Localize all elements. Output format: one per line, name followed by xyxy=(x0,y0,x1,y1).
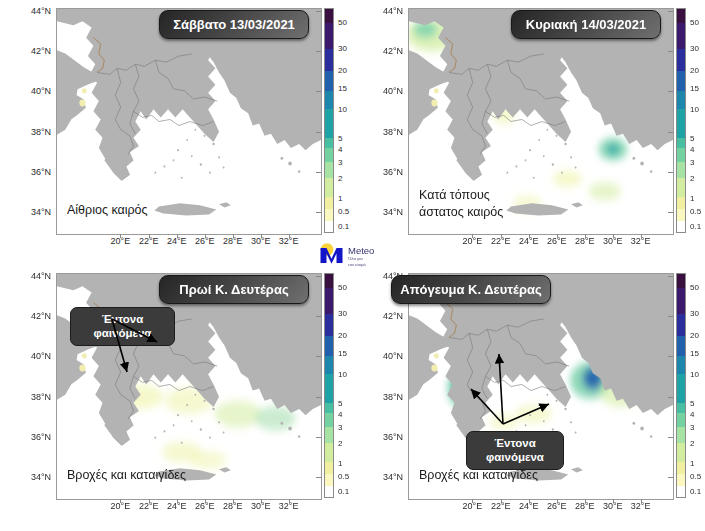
svg-text:Meteo: Meteo xyxy=(348,245,374,256)
